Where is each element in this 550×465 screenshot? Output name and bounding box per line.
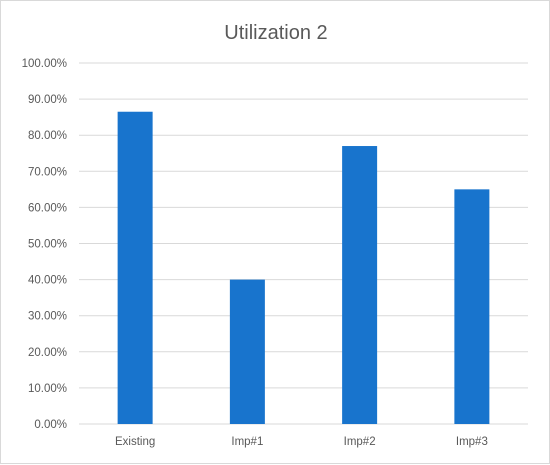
gridlines bbox=[79, 62, 528, 425]
y-tick-label: 80.00% bbox=[28, 130, 67, 142]
y-tick-label: 10.00% bbox=[28, 383, 67, 395]
y-tick-label: 40.00% bbox=[28, 275, 67, 287]
y-tick-label: 100.00% bbox=[22, 58, 67, 70]
bar bbox=[229, 279, 265, 424]
y-tick-label: 50.00% bbox=[28, 239, 67, 251]
bar bbox=[117, 111, 153, 425]
y-tick-label: 0.00% bbox=[34, 419, 67, 431]
y-tick-label: 60.00% bbox=[28, 202, 67, 214]
x-tick-label: Imp#3 bbox=[456, 436, 488, 448]
x-tick-label: Imp#2 bbox=[344, 436, 376, 448]
y-tick-label: 20.00% bbox=[28, 347, 67, 359]
x-axis-tick-labels: Existing Imp#1 Imp#2 Imp#3 bbox=[115, 436, 488, 448]
x-tick-label: Existing bbox=[115, 436, 155, 448]
y-tick-label: 90.00% bbox=[28, 94, 67, 106]
chart-title: Utilization 2 bbox=[224, 22, 327, 44]
x-tick-label: Imp#1 bbox=[231, 436, 263, 448]
bar bbox=[342, 146, 378, 424]
bars bbox=[117, 111, 490, 425]
y-tick-label: 70.00% bbox=[28, 166, 67, 178]
y-tick-label: 30.00% bbox=[28, 311, 67, 323]
bar bbox=[454, 189, 490, 424]
y-axis-tick-labels: 0.00% 10.00% 20.00% 30.00% 40.00% 50.00% 60.00… bbox=[22, 58, 67, 431]
